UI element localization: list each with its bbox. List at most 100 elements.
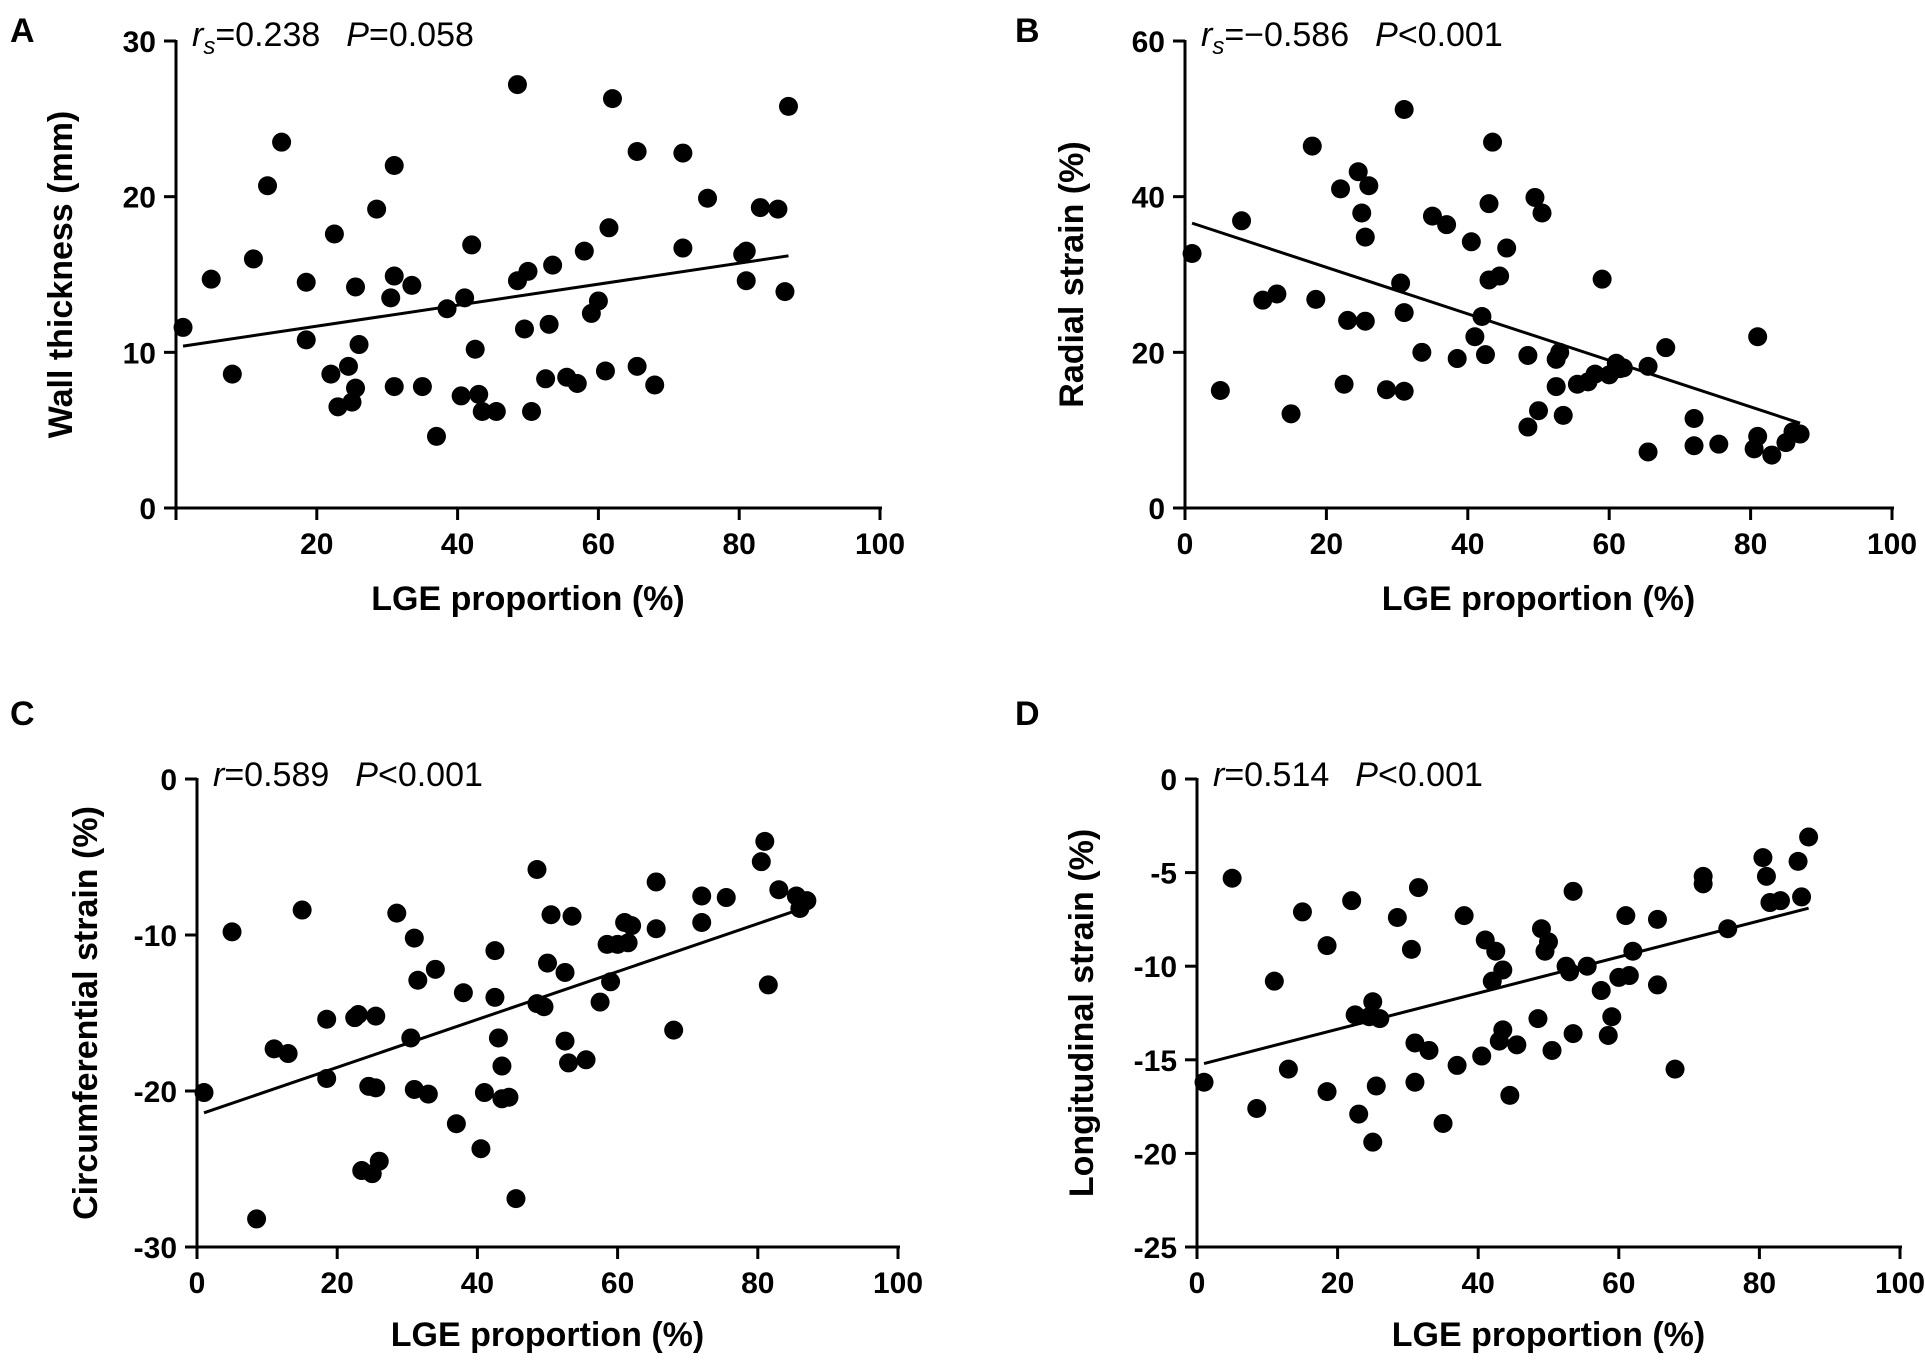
y-tick-label: 40: [1132, 182, 1165, 215]
data-point: [1525, 187, 1545, 207]
data-point: [1210, 380, 1230, 400]
data-point: [599, 218, 619, 238]
coef-symbol: r: [1213, 756, 1226, 794]
x-axis-title: LGE proportion (%): [1392, 1316, 1706, 1354]
data-point: [1656, 338, 1676, 358]
data-point: [673, 143, 693, 163]
data-point: [1355, 311, 1375, 331]
data-point: [1647, 909, 1667, 929]
data-point: [1497, 238, 1517, 258]
data-point: [296, 330, 316, 350]
data-point: [349, 335, 369, 355]
data-point: [296, 272, 316, 292]
data-point: [404, 928, 424, 948]
data-point: [486, 401, 506, 421]
data-point: [1756, 866, 1776, 886]
data-point: [1419, 1040, 1439, 1060]
x-tick-label: 100: [873, 1267, 923, 1300]
data-point: [492, 1056, 512, 1076]
stat-annotation: r=0.589 P<0.001: [213, 756, 483, 794]
data-point: [1363, 1132, 1383, 1152]
x-tick-label: 40: [461, 1267, 494, 1300]
x-tick-label: 100: [855, 528, 905, 561]
data-point: [201, 269, 221, 289]
p-value: <0.001: [378, 756, 483, 794]
data-point: [1352, 203, 1372, 223]
data-point: [346, 277, 366, 297]
data-point: [506, 1189, 526, 1209]
data-point: [750, 198, 770, 218]
data-point: [1363, 992, 1383, 1012]
data-point: [387, 903, 407, 923]
data-point: [348, 1005, 368, 1025]
data-point: [778, 96, 798, 116]
data-point: [1447, 1055, 1467, 1075]
data-point: [1447, 349, 1467, 369]
data-point: [1799, 827, 1819, 847]
data-point: [1490, 266, 1510, 286]
data-point: [338, 356, 358, 376]
y-tick-label: -10: [1134, 951, 1177, 984]
x-tick-label: 80: [741, 1267, 774, 1300]
data-point: [1302, 136, 1322, 156]
data-point: [1553, 405, 1573, 425]
y-tick-label: 10: [123, 337, 156, 370]
data-point: [1709, 434, 1729, 454]
p-symbol: P: [1375, 16, 1398, 54]
data-point: [527, 859, 547, 879]
data-point: [595, 361, 615, 381]
p-symbol: P: [355, 756, 378, 794]
data-point: [1493, 960, 1513, 980]
stat-annotation: rs=0.238 P=0.058: [192, 16, 474, 60]
data-point: [1500, 1085, 1520, 1105]
data-point: [367, 199, 387, 219]
x-tick-label: 80: [1743, 1267, 1776, 1300]
data-point: [1560, 962, 1580, 982]
data-point: [758, 975, 778, 995]
data-point: [1493, 1020, 1513, 1040]
data-point: [1394, 99, 1414, 119]
x-tick-label: 0: [189, 1267, 206, 1300]
data-point: [384, 377, 404, 397]
data-point: [194, 1083, 214, 1103]
data-point: [1638, 356, 1658, 376]
data-point: [1394, 381, 1414, 401]
data-point: [518, 261, 538, 281]
data-point: [384, 156, 404, 176]
data-point: [1422, 206, 1442, 226]
regression-line: [203, 905, 808, 1115]
y-axis-title: Circumferential strain (%): [67, 806, 105, 1220]
data-point: [1334, 374, 1354, 394]
data-point: [222, 364, 242, 384]
data-point: [1539, 932, 1558, 952]
data-point: [1264, 971, 1284, 991]
data-point: [1665, 1059, 1685, 1079]
data-point: [292, 900, 312, 920]
coef-value: =0.514: [1224, 756, 1329, 794]
data-point: [243, 249, 263, 269]
data-point: [555, 962, 575, 982]
data-point: [1577, 956, 1597, 976]
data-point: [1306, 289, 1326, 309]
panel-letter: D: [1015, 695, 1040, 733]
data-point: [1475, 345, 1495, 365]
data-point: [716, 888, 736, 908]
data-point: [381, 288, 401, 308]
x-axis-title: LGE proportion (%): [371, 580, 685, 618]
data-point: [1461, 232, 1481, 252]
data-point: [1529, 401, 1548, 421]
data-point: [576, 1050, 596, 1070]
y-tick-label: 0: [1148, 493, 1165, 526]
data-point: [474, 1083, 494, 1103]
p-symbol: P: [346, 16, 369, 54]
data-point: [412, 377, 432, 397]
data-point: [736, 241, 756, 261]
coef-subscript: s: [203, 33, 215, 60]
coef-value: =0.238: [215, 16, 320, 54]
data-point: [247, 1209, 267, 1229]
x-tick-label: 0: [1189, 1267, 1206, 1300]
data-point: [1408, 878, 1428, 898]
data-point: [366, 1078, 386, 1098]
data-point: [1748, 327, 1768, 347]
